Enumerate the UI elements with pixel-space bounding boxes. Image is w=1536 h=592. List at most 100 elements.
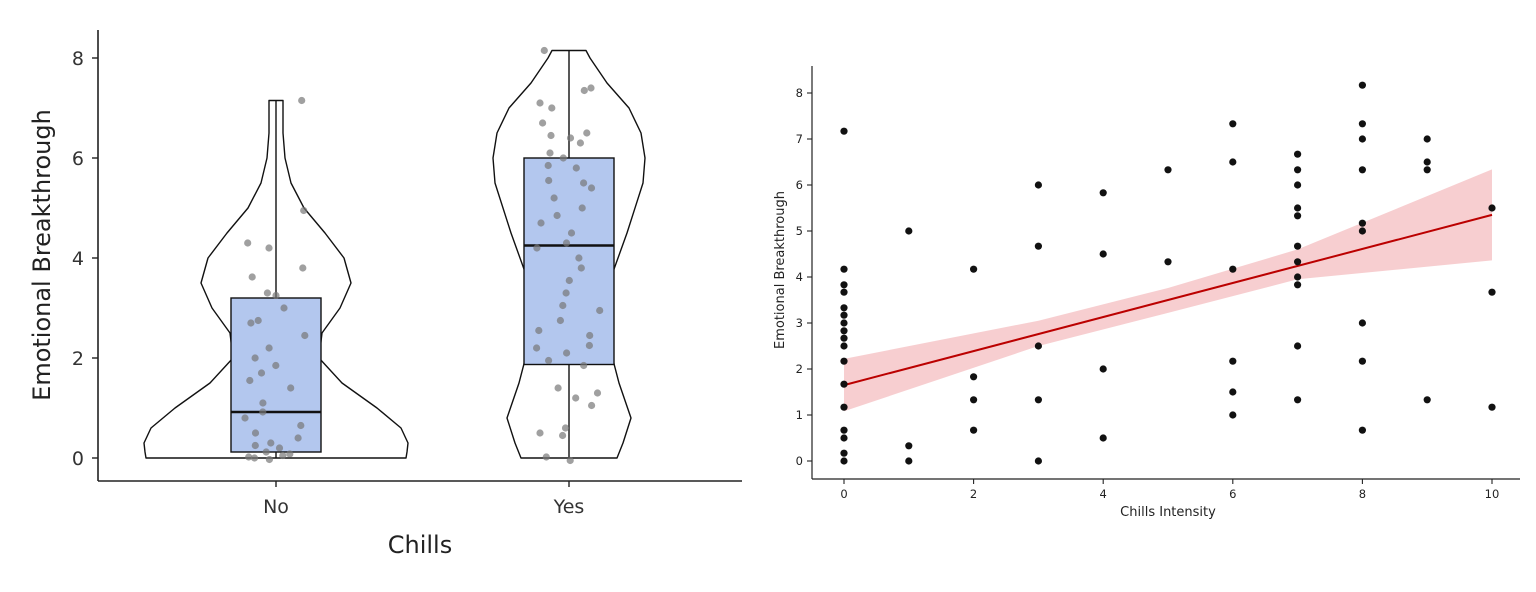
scatter-point	[840, 357, 848, 365]
scatter-point	[1229, 120, 1237, 128]
scatter-point	[840, 265, 848, 273]
scatter-point	[1229, 357, 1237, 365]
violin-point	[562, 239, 571, 247]
violin-point	[559, 431, 567, 440]
violin-point	[559, 154, 567, 162]
violin-point	[539, 119, 547, 127]
scatter-y-tick-label: 6	[796, 178, 803, 192]
scatter-y-tick-label: 2	[796, 362, 803, 376]
scatter-y-tick-label: 5	[796, 224, 803, 238]
scatter-y-tick-label: 0	[796, 454, 803, 468]
violin-point	[546, 149, 554, 157]
violin-point	[550, 194, 558, 202]
violin-point	[585, 341, 594, 350]
scatter-point	[840, 281, 848, 289]
scatter-point	[1034, 181, 1042, 189]
scatter-y-tick-label: 4	[796, 270, 803, 284]
violin-point	[535, 326, 543, 335]
scatter-point	[1423, 396, 1431, 404]
violin-point	[533, 244, 541, 252]
violin-point	[556, 316, 565, 325]
violin-point	[547, 131, 555, 140]
violin-point	[536, 99, 544, 107]
scatter-point	[1164, 258, 1172, 266]
scatter-point	[840, 426, 848, 434]
violin-point	[587, 84, 595, 92]
scatter-chart: 0 1 2 3 4 5 6 7 8 0 2 4 6 8 10 Chills Intensity Emotiona…	[773, 66, 1520, 520]
scatter-point	[840, 334, 848, 342]
violin-point	[562, 289, 570, 297]
violin-point	[572, 164, 580, 172]
violin-point	[246, 376, 254, 385]
scatter-point	[1423, 158, 1431, 166]
violin-x-tick-label: No	[263, 496, 289, 518]
scatter-point	[1164, 166, 1172, 174]
scatter-point	[970, 265, 978, 273]
violin-point	[247, 319, 255, 327]
scatter-y-tick-label: 8	[796, 86, 803, 100]
violin-point	[287, 384, 295, 392]
violin-point	[279, 451, 287, 460]
scatter-point	[840, 434, 848, 442]
scatter-point	[1294, 396, 1302, 404]
violin-y-axis-title: Emotional Breakthrough	[28, 109, 56, 401]
violin-point	[254, 316, 262, 325]
violin-point	[561, 424, 570, 432]
scatter-point	[1358, 319, 1366, 327]
violin-point	[286, 450, 294, 458]
violin-x-axis-title: Chills	[388, 531, 452, 559]
violin-point	[588, 401, 596, 410]
scatter-point	[840, 304, 848, 312]
violin-point	[545, 356, 553, 365]
scatter-y-axis-title: Emotional Breakthrough	[773, 191, 788, 349]
violin-point	[265, 344, 273, 352]
violin-point	[542, 453, 550, 461]
violin-point	[251, 441, 259, 450]
scatter-point	[1358, 219, 1366, 227]
violin-point	[259, 399, 267, 407]
violin-point	[559, 301, 567, 310]
violin-point	[536, 429, 544, 437]
violin-point	[578, 204, 586, 212]
scatter-y-tick-label: 3	[796, 316, 803, 330]
scatter-point	[840, 311, 848, 319]
scatter-point	[1358, 135, 1366, 143]
scatter-point	[905, 227, 913, 235]
scatter-point	[905, 457, 913, 465]
violin-point	[544, 161, 552, 170]
scatter-point	[840, 342, 848, 350]
scatter-point	[1294, 273, 1302, 281]
scatter-point	[970, 396, 978, 404]
violin-point	[294, 434, 302, 442]
violin-y-tick-label: 6	[72, 148, 84, 170]
scatter-point	[1423, 166, 1431, 174]
scatter-point	[1358, 357, 1366, 365]
scatter-point	[1099, 189, 1107, 197]
scatter-point	[1034, 457, 1042, 465]
scatter-point	[1099, 250, 1107, 258]
scatter-point	[1358, 166, 1366, 174]
scatter-point	[1358, 426, 1366, 434]
violin-point	[586, 331, 594, 340]
violin-point	[580, 361, 588, 370]
scatter-point	[840, 327, 848, 335]
scatter-point	[1358, 120, 1366, 128]
scatter-point	[840, 288, 848, 296]
scatter-point	[1358, 227, 1366, 235]
scatter-point	[1294, 166, 1302, 174]
scatter-point	[1294, 242, 1302, 250]
regression-line	[843, 213, 1493, 387]
violin-point	[563, 349, 571, 357]
scatter-x-axis-title: Chills Intensity	[1120, 505, 1216, 520]
scatter-point	[1294, 212, 1302, 220]
scatter-point	[1294, 281, 1302, 289]
scatter-point	[1358, 81, 1366, 89]
scatter-point	[840, 127, 848, 135]
regression-ci-band	[844, 169, 1492, 412]
scatter-x-tick-label: 2	[970, 487, 977, 501]
violin-y-tick-label: 2	[72, 348, 84, 370]
violin-point	[565, 276, 573, 285]
scatter-point	[1229, 411, 1237, 419]
scatter-y-tick-label: 1	[796, 408, 803, 422]
